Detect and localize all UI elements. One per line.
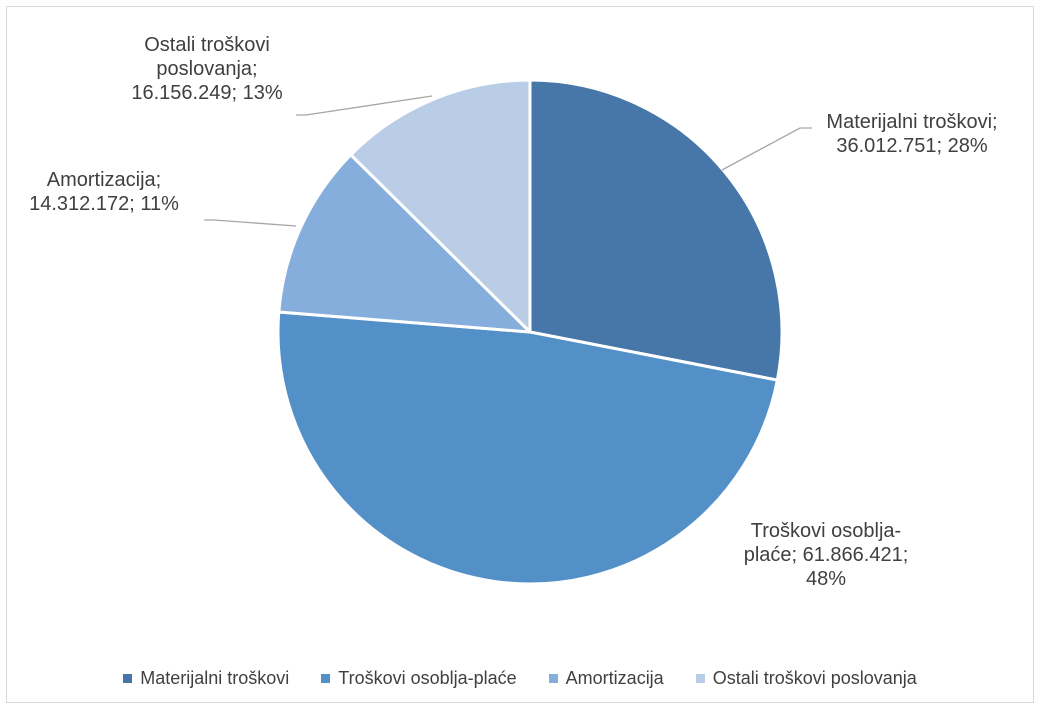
data-label-materijalni-troskovi: Materijalni troškovi; 36.012.751; 28% [826, 111, 997, 157]
leader-line-materijalni-troskovi [721, 127, 812, 171]
legend-swatch-icon [321, 674, 331, 683]
legend-swatch-icon [695, 674, 705, 683]
pie-slice-amortizacija [277, 153, 532, 334]
data-label-troskovi-osoblja-place: Troškovi osoblja-plaće; 61.866.421; 48% [744, 520, 909, 590]
legend-item-ostali-troskovi-poslovanja: Ostali troškovi poslovanja [695, 668, 917, 689]
legend-label: Materijalni troškovi [140, 668, 290, 688]
legend-label: Ostali troškovi poslovanja [712, 668, 917, 688]
legend-label: Troškovi osoblja-plaće [338, 668, 517, 688]
legend-label: Amortizacija [565, 668, 664, 688]
legend-swatch-icon [548, 674, 558, 683]
chart-legend: Materijalni troškovi Troškovi osoblja-pla… [0, 668, 1040, 689]
pie-slice-troskovi-osoblja-place [276, 310, 779, 586]
leader-line-amortizacija [204, 219, 297, 227]
legend-item-amortizacija: Amortizacija [548, 668, 664, 689]
pie-slice-materijalni-troskovi [528, 78, 784, 382]
pie-slice-ostali-troskovi-poslovanja [349, 78, 532, 334]
legend-swatch-icon [123, 674, 133, 683]
leader-line-ostali-troskovi-poslovanja [296, 95, 433, 116]
legend-item-troskovi-osoblja-place: Troškovi osoblja-plaće [321, 668, 517, 689]
data-label-ostali-troskovi-poslovanja: Ostali troškovi poslovanja; 16.156.249; 13… [131, 34, 282, 104]
data-label-amortizacija: Amortizacija; 14.312.172; 11% [29, 169, 179, 215]
legend-item-materijalni-troskovi: Materijalni troškovi [123, 668, 289, 689]
